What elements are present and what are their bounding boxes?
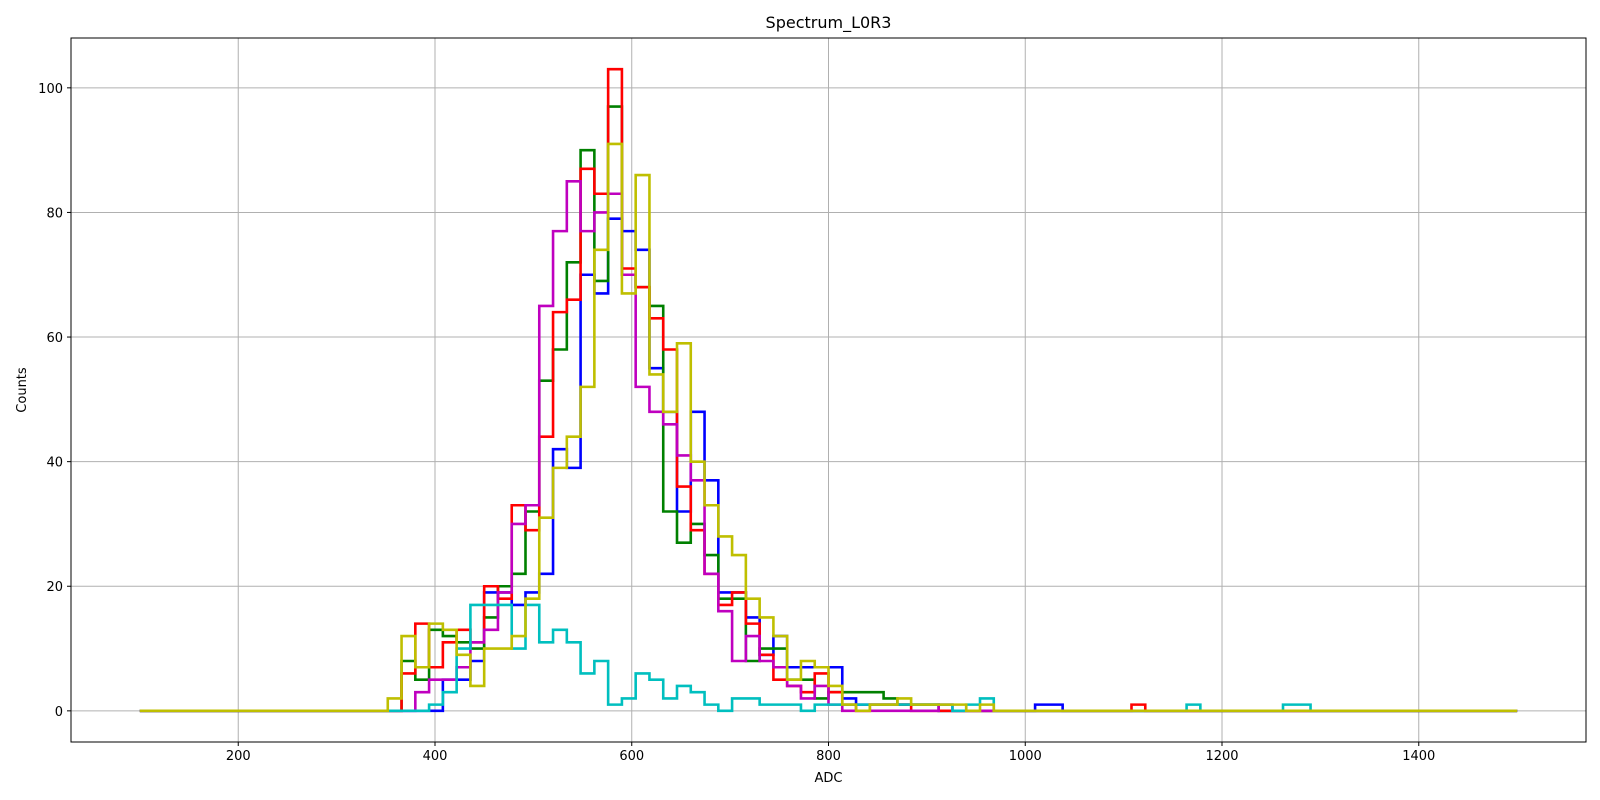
series-6-step-line — [139, 142, 1518, 713]
y-tick-label: 80 — [46, 206, 63, 221]
y-tick-label: 40 — [46, 456, 63, 471]
y-tick-label: 100 — [38, 82, 63, 97]
series-layer — [139, 67, 1518, 713]
x-tick-label: 1400 — [1402, 749, 1435, 764]
x-axis: 200 400 600 800 1000 1200 1400 — [226, 742, 1435, 764]
y-tick-label: 20 — [46, 580, 63, 595]
x-tick-label: 1200 — [1205, 749, 1238, 764]
y-axis-label: Counts — [15, 367, 30, 413]
y-axis: 0 20 40 60 80 100 — [38, 82, 71, 720]
x-tick-label: 1000 — [1009, 749, 1042, 764]
x-tick-label: 800 — [816, 749, 841, 764]
y-tick-label: 60 — [46, 331, 63, 346]
chart-title: Spectrum_L0R3 — [766, 13, 892, 33]
x-tick-label: 600 — [619, 749, 644, 764]
y-tick-label: 0 — [55, 705, 63, 720]
x-tick-label: 400 — [423, 749, 448, 764]
x-tick-label: 200 — [226, 749, 251, 764]
x-axis-label: ADC — [815, 771, 843, 786]
